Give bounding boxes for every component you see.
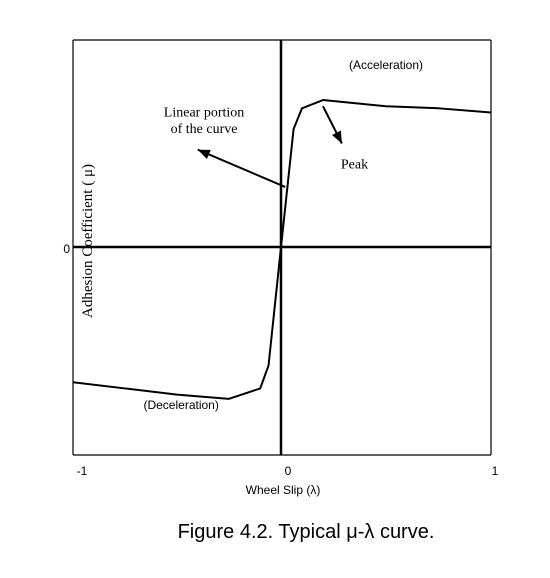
- mu-lambda-curve: [72, 99, 492, 400]
- y-axis-label: Adhesion Coefficient ( μ): [80, 164, 96, 318]
- x-axis-label: Wheel Slip (λ): [246, 483, 321, 497]
- curve-layer: [72, 99, 492, 400]
- axes: [72, 39, 492, 456]
- annotation-label: (Deceleration): [143, 398, 218, 412]
- arrow-layer: [197, 105, 343, 188]
- x-tick-label: 1: [492, 464, 499, 478]
- annotation-arrow-line: [197, 148, 286, 188]
- annotation-arrow-head: [332, 130, 342, 144]
- annotation-label: Peak: [341, 157, 368, 172]
- annotation-label: (Acceleration): [349, 58, 423, 72]
- annotation-label: of the curve: [171, 122, 238, 137]
- figure-caption: Figure 4.2. Typical μ-λ curve.: [178, 521, 435, 543]
- annotation-label: Linear portion: [164, 106, 244, 121]
- text-layer: -1 0 1 0 (Acceleration) (Deceleration) Linear …: [63, 58, 498, 478]
- x-tick-label: -1: [77, 464, 88, 478]
- y-tick-label: 0: [63, 242, 70, 256]
- x-tick-label: 0: [285, 464, 292, 478]
- annotation-arrow-head: [197, 149, 211, 160]
